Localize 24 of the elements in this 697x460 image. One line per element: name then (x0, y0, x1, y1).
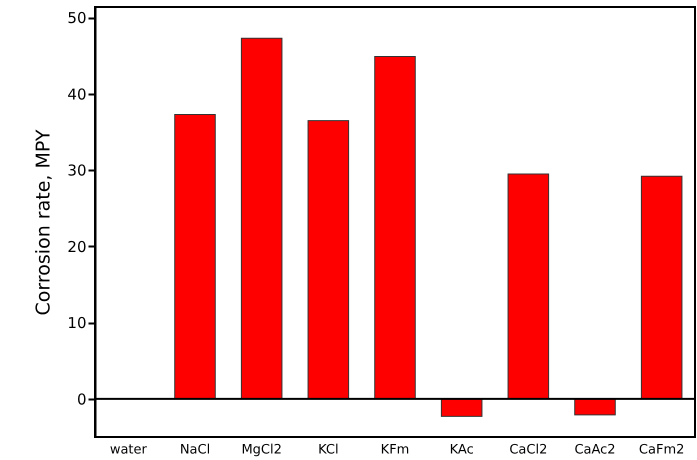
bar (240, 38, 282, 400)
x-tick-label: KCl (318, 442, 339, 458)
bar (174, 114, 216, 400)
x-tick-label: CaFm2 (638, 442, 684, 458)
bar (640, 176, 682, 400)
x-tick-label: water (110, 442, 148, 458)
y-tick-label: 0 (76, 390, 86, 408)
bar (374, 56, 416, 400)
x-tick-label: NaCl (180, 442, 210, 458)
y-tick-label: 20 (67, 238, 86, 256)
bar (308, 120, 350, 400)
x-tick-label: KAc (450, 442, 474, 458)
x-tick-label: CaAc2 (574, 442, 616, 458)
bar (440, 398, 482, 417)
x-tick-label: KFm (380, 442, 410, 458)
x-tick-label: CaCl2 (509, 442, 548, 458)
bar (508, 173, 550, 400)
x-tick-label: MgCl2 (241, 442, 282, 458)
y-axis-title: Corrosion rate, MPY (32, 129, 54, 316)
y-tick-label: 10 (67, 314, 86, 332)
bar (574, 398, 616, 416)
y-tick-label: 30 (67, 162, 86, 180)
y-tick-label: 50 (67, 9, 86, 28)
y-tick-label: 40 (67, 85, 86, 104)
